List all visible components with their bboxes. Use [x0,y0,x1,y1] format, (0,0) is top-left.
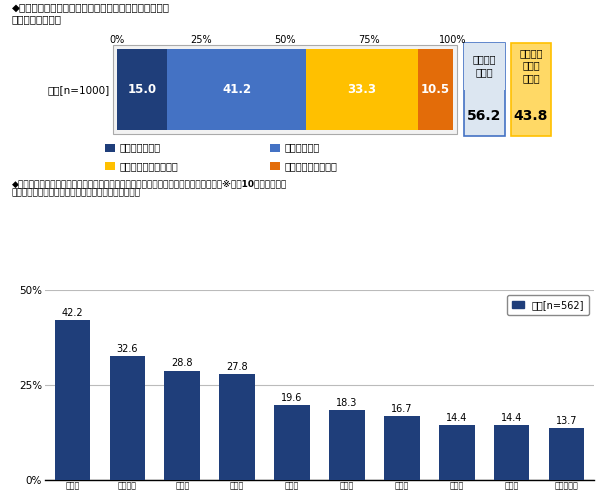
Bar [549,428,584,480]
Text: 16.7: 16.7 [391,404,413,414]
Text: 14.4: 14.4 [446,413,467,423]
Bar [110,356,145,480]
Text: 42.2: 42.2 [62,308,83,317]
Text: 75%: 75% [358,35,380,45]
Bar [55,320,90,480]
Text: 50%: 50% [274,35,296,45]
Bar [274,405,310,480]
Bar [329,410,365,480]
Text: 27.8: 27.8 [226,362,248,372]
Text: 変わった
（計）: 変わった （計） [472,55,496,77]
Bar [439,425,475,480]
Text: 対象：コロナ禍によって自分の将来設計が変わった人: 対象：コロナ禍によって自分の将来設計が変わった人 [12,188,141,197]
Text: 32.6: 32.6 [116,344,138,354]
Text: 56.2: 56.2 [467,109,502,123]
Text: 33.3: 33.3 [347,83,376,96]
Text: 全体[n=1000]: 全体[n=1000] [47,85,110,95]
Bar [164,370,200,480]
Text: 全く変わらなかった: 全く変わらなかった [284,161,337,171]
Text: 14.4: 14.4 [501,413,523,423]
Bar [220,374,255,480]
Text: 28.8: 28.8 [172,358,193,369]
Text: 25%: 25% [190,35,212,45]
Text: 0%: 0% [109,35,125,45]
Text: 大きく変わった: 大きく変わった [119,143,161,153]
Text: 19.6: 19.6 [281,393,303,403]
Text: 18.3: 18.3 [336,398,358,408]
Text: 43.8: 43.8 [514,109,548,123]
Bar [384,416,419,480]
Bar [494,425,529,480]
Text: 41.2: 41.2 [222,83,251,96]
Text: ◆コロナ禍によって、自分の将来設計に変化はあったか: ◆コロナ禍によって、自分の将来設計に変化はあったか [12,2,170,12]
Text: 少し変わった: 少し変わった [284,143,320,153]
Legend: 全体[n=562]: 全体[n=562] [508,295,589,315]
Text: 13.7: 13.7 [556,416,577,426]
Text: 10.5: 10.5 [421,83,450,96]
Text: ［単一回答形式］: ［単一回答形式］ [12,14,62,24]
Text: あまり変わらなかった: あまり変わらなかった [119,161,178,171]
Text: 15.0: 15.0 [128,83,157,96]
Text: 100%: 100% [439,35,467,45]
Text: 変わらな
かった
（計）: 変わらな かった （計） [519,48,543,83]
Text: ◆コロナ禍によって、自分の将来設計にはどのような変化があったか［複数回答形式］※上位10位までを抜粋: ◆コロナ禍によって、自分の将来設計にはどのような変化があったか［複数回答形式］※… [12,180,287,188]
